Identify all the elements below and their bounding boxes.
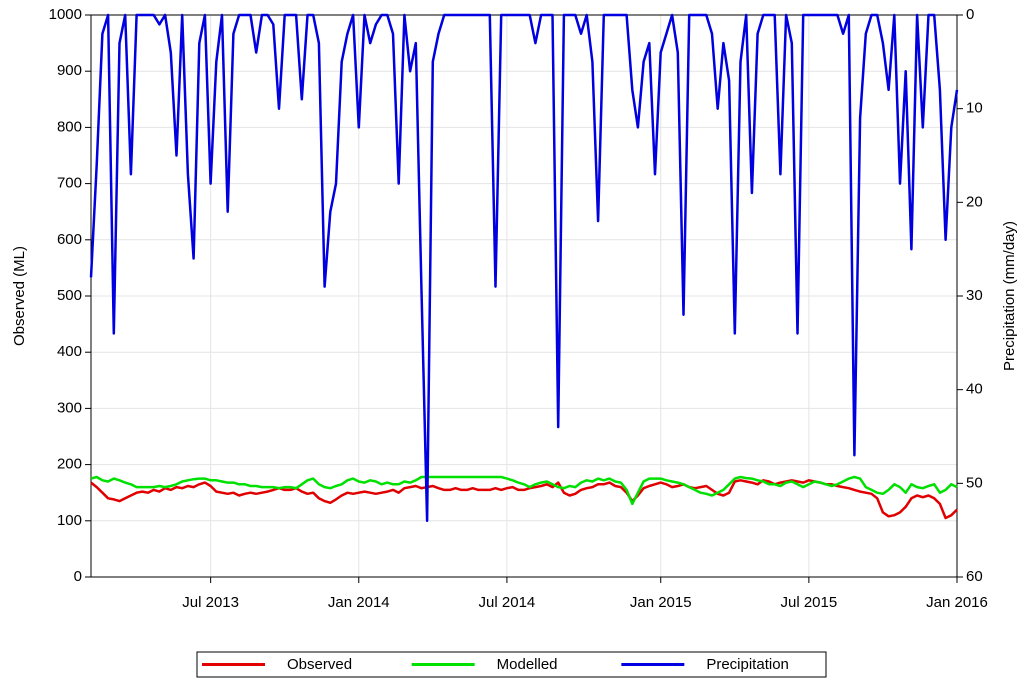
y2-tick-label: 20 (966, 193, 983, 210)
y-tick-label: 1000 (49, 6, 82, 23)
legend-label: Precipitation (706, 656, 789, 673)
x-tick-label: Jul 2013 (182, 594, 239, 611)
y-tick-label: 300 (57, 399, 82, 416)
series-line (90, 479, 958, 520)
x-tick-label: Jan 2014 (328, 594, 390, 611)
y2-tick-label: 40 (966, 381, 983, 398)
y-tick-label: 500 (57, 287, 82, 304)
x-tick-label: Jan 2015 (630, 594, 692, 611)
y2-tick-label: 0 (966, 6, 974, 23)
legend-label: Observed (287, 656, 352, 673)
y2-tick-label: 50 (966, 474, 983, 491)
y-tick-label: 400 (57, 343, 82, 360)
y-tick-label: 200 (57, 456, 82, 473)
y-tick-label: 0 (74, 568, 82, 585)
x-tick-label: Jan 2016 (926, 594, 988, 611)
y2-tick-label: 60 (966, 568, 983, 585)
x-tick-label: Jul 2014 (479, 594, 536, 611)
y-tick-label: 900 (57, 62, 82, 79)
legend-box (196, 651, 827, 678)
y-tick-label: 100 (57, 512, 82, 529)
y-axis-label: Observed (ML) (11, 246, 28, 346)
y-tick-label: 700 (57, 175, 82, 192)
x-tick-label: Jul 2015 (781, 594, 838, 611)
y-tick-label: 800 (57, 118, 82, 135)
y-tick-label: 600 (57, 231, 82, 248)
y2-tick-label: 10 (966, 100, 983, 117)
series-line (89, 13, 959, 523)
y2-axis-label: Precipitation (mm/day) (1001, 221, 1018, 371)
y2-tick-label: 30 (966, 287, 983, 304)
series-line (90, 475, 958, 506)
legend-label: Modelled (497, 656, 558, 673)
